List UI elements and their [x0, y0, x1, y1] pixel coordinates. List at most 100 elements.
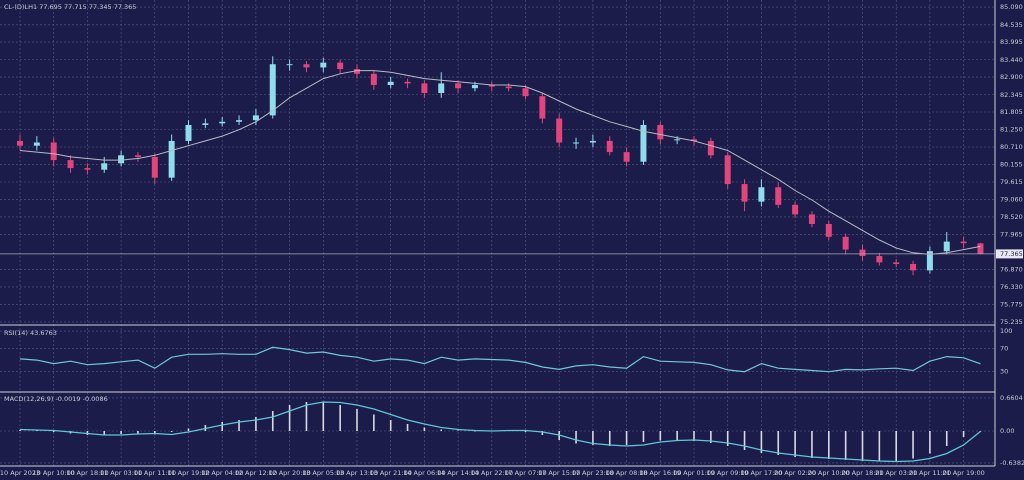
macd-histogram-bar: [19, 430, 21, 431]
candle-body: [101, 163, 108, 170]
candle-body: [185, 124, 192, 141]
candle-body: [825, 224, 832, 237]
y-tick-label: 30: [1000, 368, 1008, 376]
y-tick-label: 76.330: [1000, 283, 1023, 291]
y-tick-label: 82.900: [1000, 73, 1023, 81]
macd-histogram-bar: [120, 431, 122, 434]
macd-histogram-bar: [389, 420, 392, 431]
candle-body: [269, 64, 276, 116]
x-tick-label: 14 Apr 06:00: [403, 469, 445, 477]
x-tick-label: 17 Apr 07:00: [504, 469, 546, 477]
last-price-box: [996, 249, 1023, 259]
x-tick-label: 13 Apr 21:00: [370, 469, 412, 477]
candle-body: [438, 83, 445, 93]
candle-body: [303, 64, 310, 68]
macd-histogram-bar: [726, 431, 729, 446]
candle-body: [539, 96, 546, 119]
macd-histogram-bar: [474, 431, 476, 432]
y-tick-label: 80.710: [1000, 143, 1023, 151]
candle-body: [505, 86, 512, 89]
candle-body: [118, 155, 125, 164]
macd-histogram-bar: [710, 431, 712, 443]
y-tick-label: 78.520: [1000, 213, 1023, 221]
candle-body: [657, 124, 664, 140]
macd-histogram-bar: [592, 431, 594, 445]
macd-histogram-bar: [743, 431, 746, 450]
macd-signal-line: [19, 401, 981, 463]
x-tick-label: 20 Apr 10:00: [808, 469, 850, 477]
rsi-header: RSI(14) 43.6763: [4, 329, 57, 337]
macd-histogram-bar: [945, 431, 948, 446]
macd-histogram-bar: [137, 431, 139, 434]
last-open: 77.695: [39, 3, 62, 11]
x-tick-label: 14 Apr 14:00: [437, 469, 479, 477]
x-tick-label: 13 Apr 13:00: [336, 469, 378, 477]
candle-body: [640, 124, 647, 162]
y-tick-label: 83.995: [1000, 38, 1023, 46]
x-tick-label: 19 Apr 09:00: [707, 469, 749, 477]
macd-histogram-bar: [103, 431, 106, 435]
macd-histogram-bar: [962, 431, 965, 437]
macd-title: MACD(12,26,9): [4, 395, 53, 403]
y-tick-label: 80.155: [1000, 161, 1023, 169]
x-tick-label: 20 Apr 18:00: [841, 469, 883, 477]
macd-histogram-bar: [154, 431, 156, 435]
candle-body: [808, 214, 815, 225]
macd-histogram-bar: [760, 431, 763, 453]
x-tick-label: 12 Apr 04:00: [201, 469, 243, 477]
candle-body: [471, 85, 478, 89]
y-tick-label: 76.870: [1000, 266, 1023, 274]
candle-body: [455, 83, 462, 89]
macd-histogram-bar: [777, 431, 780, 455]
macd-histogram-bar: [440, 429, 443, 431]
y-tick-label: 75.235: [1000, 318, 1023, 326]
price-header: CL-(D)LH1 77.695 77.715 77.345 77.365: [4, 3, 136, 11]
candle-body: [488, 85, 495, 87]
candle-body: [67, 160, 74, 169]
macd-histogram-bar: [305, 402, 308, 431]
macd-main-last: -0.0019: [55, 395, 80, 403]
x-tick-label: 18 Apr 16:00: [639, 469, 681, 477]
candle-body: [370, 73, 377, 86]
macd-histogram-bar: [642, 431, 645, 442]
last-low: 77.345: [89, 3, 112, 11]
candle-body: [842, 236, 849, 250]
candle-body: [84, 168, 91, 170]
macd-histogram-bar: [608, 431, 611, 446]
x-tick-label: 21 Apr 11:00: [909, 469, 951, 477]
candle-body: [960, 241, 967, 244]
candle-body: [337, 62, 344, 70]
macd-histogram-bar: [255, 417, 257, 431]
candle-body: [421, 83, 428, 93]
macd-histogram-bar: [844, 431, 847, 460]
macd-histogram-bar: [625, 431, 628, 445]
macd-histogram-bar: [575, 431, 577, 444]
macd-histogram-bar: [895, 431, 897, 461]
candle-body: [707, 140, 714, 156]
candle-body: [33, 142, 40, 146]
macd-histogram-bar: [238, 420, 240, 431]
candle-body: [589, 140, 596, 143]
candle-body: [623, 152, 630, 162]
y-tick-label: 75.775: [1000, 301, 1023, 309]
candle-body: [724, 155, 731, 185]
candle-body: [387, 81, 394, 86]
macd-histogram-bar: [36, 430, 38, 431]
x-tick-label: 10 Apr 10:00: [33, 469, 75, 477]
macd-histogram-bar: [271, 411, 274, 431]
x-tick-label: 17 Apr 23:00: [572, 469, 614, 477]
macd-histogram-bar: [170, 431, 173, 432]
macd-histogram-bar: [693, 431, 695, 441]
x-tick-label: 10 Apr 18:00: [66, 469, 108, 477]
x-tick-label: 20 Apr 02:00: [774, 469, 816, 477]
candle-body: [758, 187, 765, 202]
rsi-title: RSI(14): [4, 329, 28, 337]
candle-body: [792, 204, 799, 215]
x-tick-label: 11 Apr 11:00: [134, 469, 176, 477]
y-tick-label: 84.535: [1000, 21, 1023, 29]
y-tick-label: 70: [1000, 344, 1008, 352]
macd-histogram-bar: [288, 405, 291, 431]
moving-average-line: [19, 70, 981, 255]
macd-histogram-bar: [878, 431, 881, 462]
candle-body: [556, 118, 563, 143]
